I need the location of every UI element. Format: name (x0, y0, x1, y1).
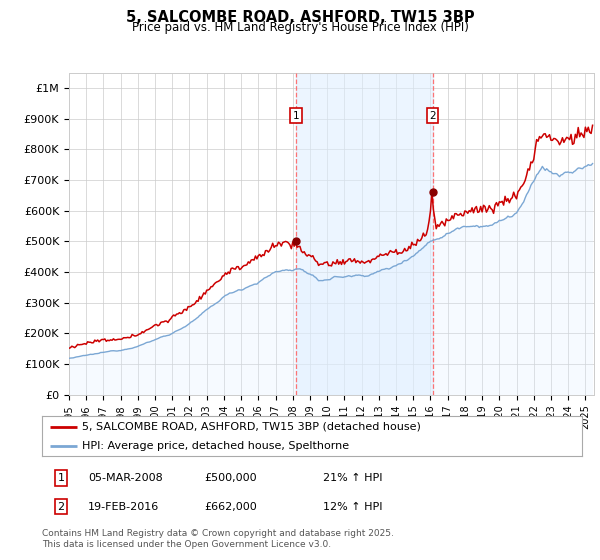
Text: 5, SALCOMBE ROAD, ASHFORD, TW15 3BP (detached house): 5, SALCOMBE ROAD, ASHFORD, TW15 3BP (det… (83, 422, 421, 432)
Text: £500,000: £500,000 (204, 473, 257, 483)
Text: 5, SALCOMBE ROAD, ASHFORD, TW15 3BP: 5, SALCOMBE ROAD, ASHFORD, TW15 3BP (125, 10, 475, 25)
Bar (296, 73, 433, 395)
Text: 2: 2 (429, 111, 436, 121)
Text: 19-FEB-2016: 19-FEB-2016 (88, 502, 159, 512)
Text: 1: 1 (58, 473, 64, 483)
Text: Price paid vs. HM Land Registry's House Price Index (HPI): Price paid vs. HM Land Registry's House … (131, 21, 469, 34)
Text: 1: 1 (292, 111, 299, 121)
Text: 2: 2 (58, 502, 64, 512)
Text: 12% ↑ HPI: 12% ↑ HPI (323, 502, 382, 512)
Text: 05-MAR-2008: 05-MAR-2008 (88, 473, 163, 483)
Text: HPI: Average price, detached house, Spelthorne: HPI: Average price, detached house, Spel… (83, 441, 350, 450)
Text: Contains HM Land Registry data © Crown copyright and database right 2025.
This d: Contains HM Land Registry data © Crown c… (42, 529, 394, 549)
Text: 21% ↑ HPI: 21% ↑ HPI (323, 473, 382, 483)
Text: £662,000: £662,000 (204, 502, 257, 512)
